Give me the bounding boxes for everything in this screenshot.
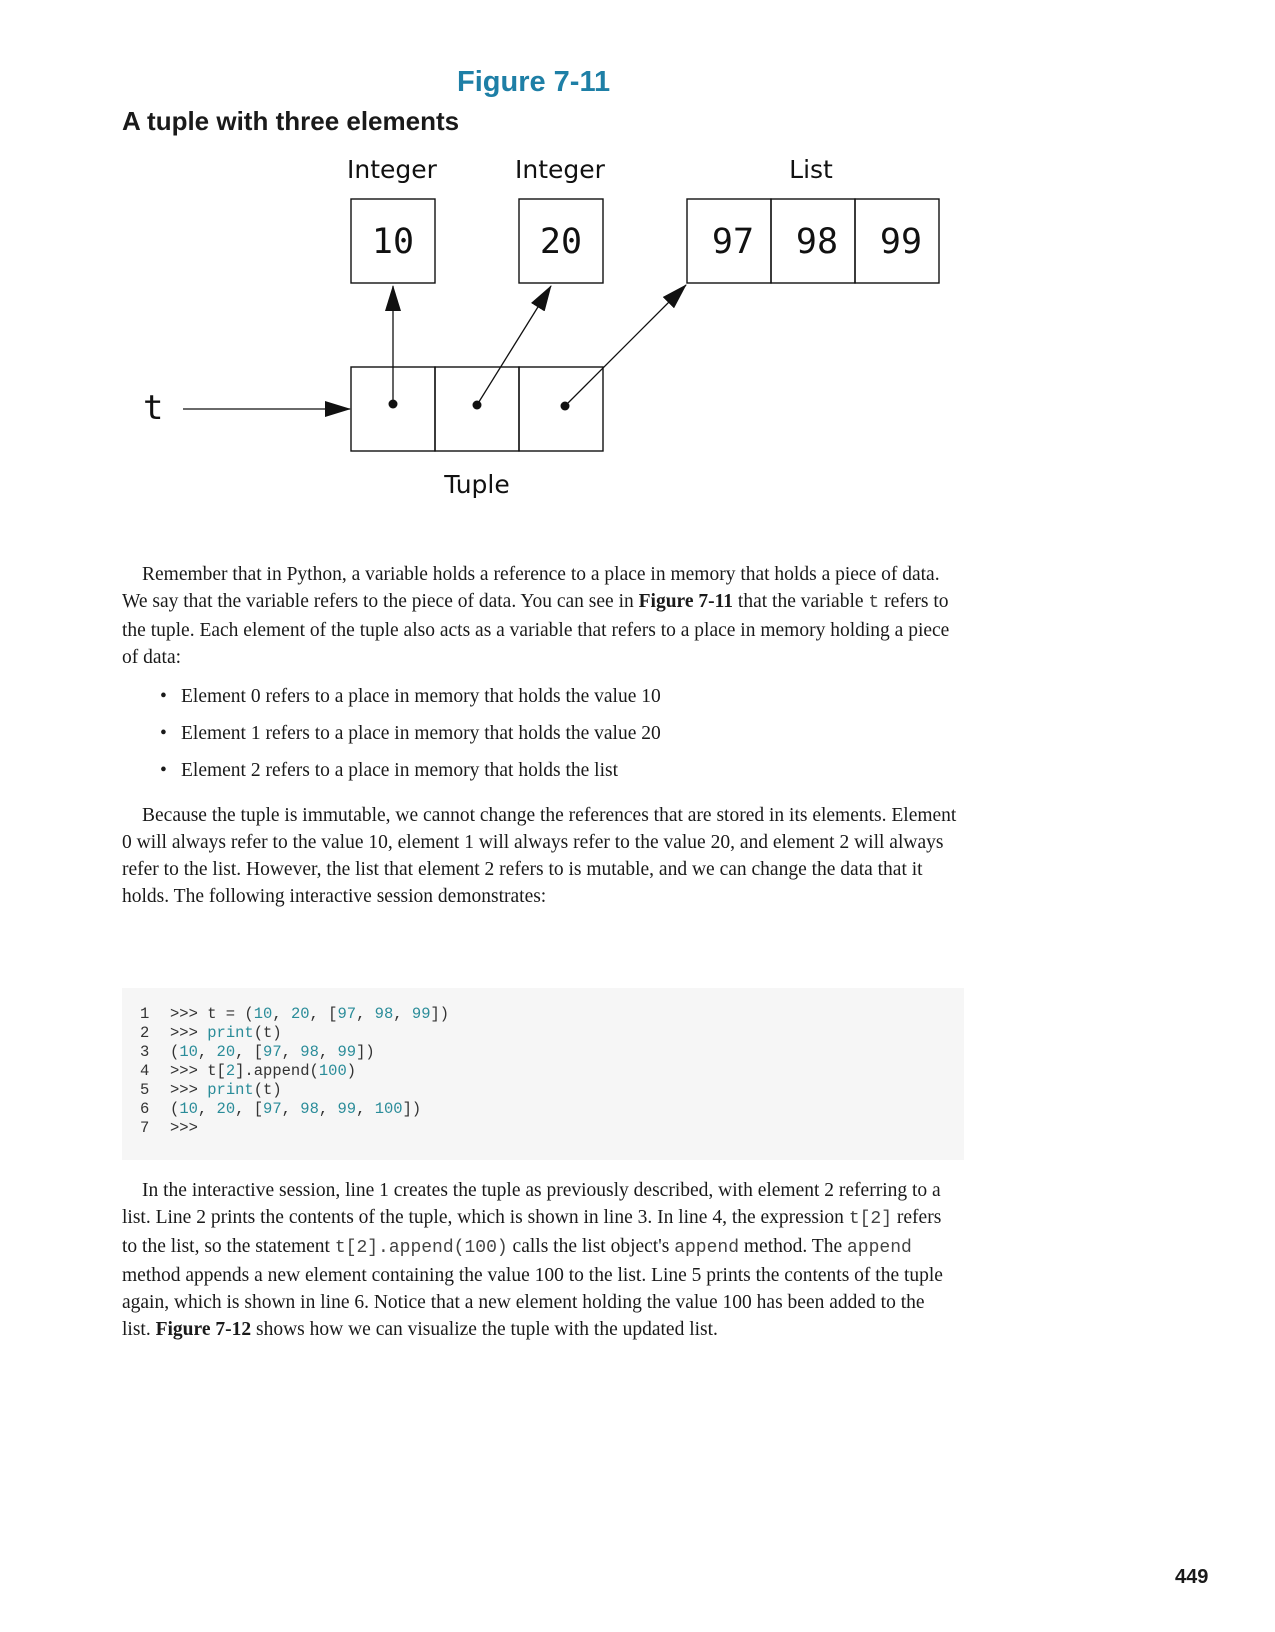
code-line: >>> print(t) (170, 1024, 282, 1042)
list-value-97: 97 (712, 222, 754, 262)
code-line: (10, 20, [97, 98, 99, 100]) (170, 1100, 422, 1118)
list-label: List (789, 155, 833, 184)
code-line: >>> t[2].append(100) (170, 1062, 357, 1080)
list-item: • Element 1 refers to a place in memory t… (157, 720, 661, 757)
figure-number: Figure 7-11 (457, 66, 611, 98)
inline-code-append: append (846, 1238, 912, 1258)
ref-arrow-to-list (564, 284, 687, 407)
integer-value-20: 20 (540, 222, 582, 262)
list-item: • Element 2 refers to a place in memory t… (157, 757, 661, 794)
code-line: >>> t = (10, 20, [97, 98, 99]) (170, 1005, 450, 1023)
paragraph-intro: Remember that in Python, a variable hold… (122, 564, 950, 668)
inline-code-t: t (868, 593, 880, 613)
list-cell-2 (854, 198, 940, 284)
list-value-99: 99 (880, 222, 922, 262)
paragraph-immutable: Because the tuple is immutable, we canno… (122, 805, 957, 907)
integer-value-10: 10 (372, 222, 414, 262)
tuple-cell-2 (518, 366, 604, 452)
element-bullet-list: • Element 0 refers to a place in memory t… (157, 683, 661, 794)
inline-code-append: append (674, 1238, 740, 1258)
code-block: 1 >>> t = (10, 20, [97, 98, 99]) 2 >>> pri… (122, 988, 964, 1160)
integer-label-2: Integer (515, 155, 606, 184)
paragraph-session-explanation: In the interactive session, line 1 creat… (122, 1180, 943, 1340)
integer-box-20 (518, 198, 604, 284)
code-line: >>> print(t) (170, 1081, 282, 1099)
bullet-icon: • (160, 723, 167, 744)
code-line: (10, 20, [97, 98, 99]) (170, 1043, 375, 1061)
list-value-98: 98 (796, 222, 838, 262)
bullet-icon: • (160, 760, 167, 781)
figure-reference: Figure 7-12 (155, 1319, 252, 1340)
figure-title: A tuple with three elements (122, 106, 460, 136)
tuple-diagram: Integer Integer List 10 20 97 98 99 t Tu… (143, 155, 940, 499)
inline-code-append-call: t[2].append(100) (334, 1238, 508, 1258)
page-number: 449 (1175, 1566, 1209, 1588)
tuple-label: Tuple (443, 470, 510, 499)
variable-t-label: t (143, 388, 163, 428)
integer-box-10 (350, 198, 436, 284)
integer-label-1: Integer (347, 155, 438, 184)
code-lines: 1 >>> t = (10, 20, [97, 98, 99]) 2 >>> pri… (140, 1005, 450, 1137)
figure-reference: Figure 7-11 (638, 591, 734, 612)
code-line: >>> (170, 1119, 198, 1137)
ref-arrow-to-20 (476, 285, 552, 406)
inline-code-t2: t[2] (848, 1209, 893, 1229)
bullet-icon: • (160, 686, 167, 707)
list-item: • Element 0 refers to a place in memory t… (157, 683, 661, 720)
